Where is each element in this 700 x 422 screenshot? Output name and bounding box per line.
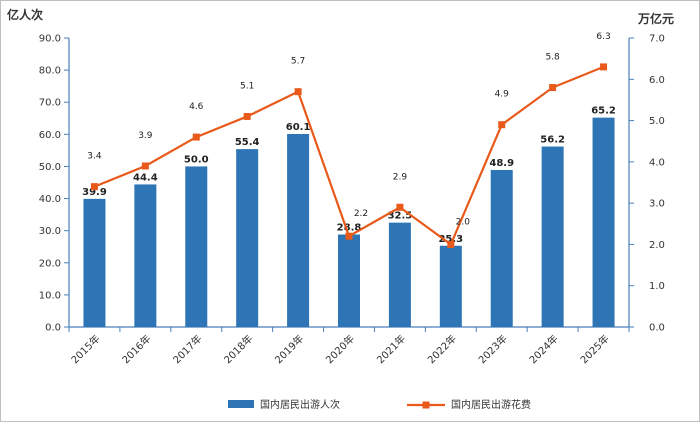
right-axis-unit: 万亿元: [637, 11, 674, 26]
line-path: [94, 65, 604, 247]
right-tick-label: 4.0: [649, 157, 665, 168]
bar: [236, 149, 259, 327]
line-value-label: 2.9: [393, 172, 408, 182]
legend: 国内居民出游人次 国内居民出游花费: [228, 398, 531, 411]
line-value-label: 6.3: [596, 32, 610, 42]
left-axis-unit: 亿人次: [7, 7, 43, 22]
line-value-label: 2.2: [354, 209, 368, 219]
right-tick-label: 6.0: [649, 75, 665, 86]
x-tick-label: 2023年: [476, 332, 510, 366]
left-tick-label: 70.0: [39, 98, 61, 109]
x-tick-label: 2018年: [221, 332, 255, 366]
line-point: [498, 121, 506, 129]
line-point: [294, 88, 302, 96]
line-point: [600, 63, 608, 71]
x-tick-label: 2021年: [374, 332, 408, 366]
left-tick-label: 20.0: [39, 258, 61, 269]
line-point: [396, 203, 404, 211]
x-tick-label: 2016年: [119, 332, 153, 366]
bar-value-label: 55.4: [235, 137, 260, 148]
right-tick-label: 3.0: [649, 199, 665, 210]
line-point: [141, 162, 149, 170]
x-tick-label: 2015年: [68, 332, 102, 366]
line-value-label: 4.9: [495, 90, 510, 100]
bar: [134, 184, 157, 327]
right-tick-label: 2.0: [649, 240, 665, 251]
line-point: [345, 232, 353, 240]
x-tick-label: 2025年: [577, 332, 611, 366]
bar-value-label: 44.4: [133, 172, 158, 183]
x-tick-label: 2020年: [323, 332, 357, 366]
x-tick-label: 2019年: [272, 332, 306, 366]
bar: [338, 234, 360, 327]
line-point: [243, 112, 251, 120]
legend-bar-label: 国内居民出游人次: [260, 398, 340, 411]
bar: [287, 134, 310, 327]
line-point: [549, 84, 557, 92]
left-tick-label: 0.0: [45, 323, 61, 334]
line-value-label: 5.8: [545, 53, 560, 63]
line-value-label: 5.1: [240, 81, 254, 91]
left-tick-label: 60.0: [39, 130, 61, 141]
line-point: [192, 133, 200, 141]
bar-value-label: 48.9: [489, 158, 514, 169]
left-tick-label: 80.0: [39, 66, 61, 77]
legend-line-marker: [422, 401, 430, 409]
bar-value-label: 39.9: [82, 187, 107, 198]
line-value-label: 2.0: [456, 217, 471, 227]
left-tick-label: 30.0: [39, 226, 61, 237]
bar: [388, 222, 411, 327]
line-point: [447, 240, 455, 248]
left-tick-label: 90.0: [39, 34, 61, 45]
line-value-label: 4.6: [189, 102, 204, 112]
line-value-label: 3.4: [87, 152, 102, 162]
bar: [439, 245, 462, 327]
bar: [592, 117, 615, 327]
right-tick-label: 0.0: [649, 323, 665, 334]
right-tick-label: 1.0: [649, 281, 665, 292]
line-series: 3.4 3.9 4.6 5.1 5.7 2.2 2.9 2.0 4.9 5.8 6.3: [87, 32, 611, 248]
bar: [185, 166, 208, 327]
line-value-label: 5.7: [291, 57, 305, 67]
x-tick-label: 2022年: [425, 332, 459, 366]
bar-value-label: 50.0: [184, 154, 209, 165]
right-tick-label: 5.0: [649, 116, 665, 127]
left-tick-label: 50.0: [39, 162, 61, 173]
bar-value-label: 32.5: [388, 211, 413, 222]
left-tick-label: 40.0: [39, 194, 61, 205]
right-tick-label: 7.0: [649, 34, 665, 45]
bar: [541, 146, 564, 327]
bar-value-label: 60.1: [286, 122, 311, 133]
bars: 39.9 44.4 50.0 55.4 60.1 28.8 32.5 25.3 48.9 56.2…: [82, 106, 616, 327]
bar-value-label: 25.3: [438, 234, 463, 245]
bar-value-label: 65.2: [591, 106, 616, 117]
line-value-label: 3.9: [138, 131, 153, 141]
legend-bar-swatch: [228, 400, 254, 408]
x-tick-label: 2024年: [526, 332, 560, 366]
bar-value-label: 28.8: [337, 223, 362, 234]
line-point: [90, 183, 98, 191]
x-tick-label: 2017年: [170, 332, 204, 366]
bar: [490, 169, 513, 327]
bar: [83, 198, 106, 327]
left-tick-label: 10.0: [39, 290, 61, 301]
legend-line-label: 国内居民出游花费: [451, 398, 531, 411]
bar-value-label: 56.2: [540, 135, 565, 146]
